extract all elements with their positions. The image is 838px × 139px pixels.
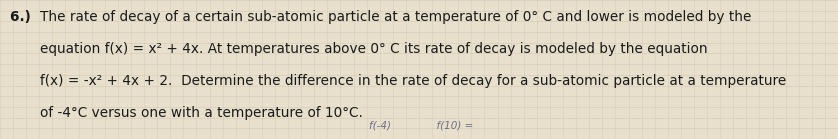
Text: equation f(x) = x² + 4x. At temperatures above 0° C its rate of decay is modeled: equation f(x) = x² + 4x. At temperatures… bbox=[40, 42, 708, 56]
Text: 6.): 6.) bbox=[10, 10, 40, 24]
Text: of -4°C versus one with a temperature of 10°C.: of -4°C versus one with a temperature of… bbox=[40, 106, 363, 120]
Text: The rate of decay of a certain sub-atomic particle at a temperature of 0° C and : The rate of decay of a certain sub-atomi… bbox=[40, 10, 752, 24]
Text: f(x) = -x² + 4x + 2.  Determine the difference in the rate of decay for a sub-at: f(x) = -x² + 4x + 2. Determine the diffe… bbox=[40, 74, 787, 88]
Text: f(-4)              f(10) =: f(-4) f(10) = bbox=[369, 121, 473, 131]
